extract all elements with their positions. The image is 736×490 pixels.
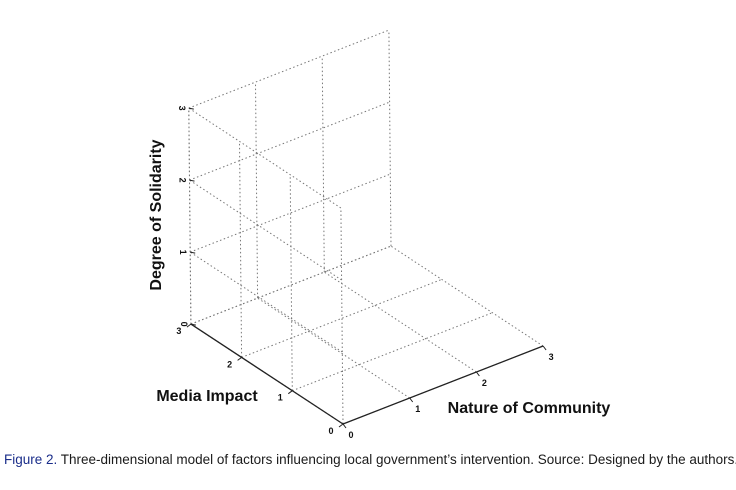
grid-line [189,251,343,353]
grid-line [390,245,544,347]
left-depth-tick-label: 0 [328,426,333,436]
right-depth-tick-label: 3 [549,352,554,362]
right-depth-axis-title: Nature of Community [448,400,611,417]
right-depth-tick-mark [409,397,414,403]
vertical-tick-label: 3 [177,106,187,111]
vertical-tick-mark [190,251,196,254]
vertical-tick-label: 0 [179,322,189,327]
grid-line [189,101,390,181]
grid-line [255,82,259,299]
right-depth-tick-mark [475,371,480,377]
grid-line [292,312,493,392]
right-depth-tick-mark [542,345,547,351]
vertical-tick-label: 1 [178,250,188,255]
vertical-tick-mark [190,323,196,326]
figure-caption: Figure 2. Three-dimensional model of fac… [4,452,736,482]
caption-text: Three-dimensional model of factors influ… [57,452,736,467]
left-depth-axis-title: Media Impact [156,388,258,405]
left-depth-tick-mark [186,323,192,328]
right-depth-tick-label: 2 [482,378,487,388]
grid-line [340,207,344,425]
grid-line [388,30,392,247]
right-depth-tick-mark [342,423,347,429]
left-depth-tick-label: 1 [278,393,283,403]
vertical-tick-label: 2 [178,178,188,183]
grid-lines [188,29,544,425]
vertical-tick-mark [188,107,194,110]
grid-line [188,108,192,325]
right-depth-tick-label: 1 [415,404,420,414]
right-depth-tick-label: 0 [348,430,353,440]
grid-line [188,29,390,109]
vertical-tick-mark [189,179,195,182]
figure-number: Figure 2. [4,452,58,467]
grid-line [188,107,342,209]
grid-line [239,141,243,358]
left-depth-tick-mark [237,356,242,361]
right-depth-axis-line [342,345,544,425]
left-depth-tick-label: 3 [176,326,181,336]
left-depth-tick-mark [338,423,344,428]
axis-lines [186,107,547,429]
vertical-axis-title: Degree of Solidarity [148,139,165,290]
grid-line [324,271,477,373]
left-depth-axis-line [190,323,344,425]
grid-line [189,179,342,281]
grid-line [289,174,293,391]
grid-line [321,56,325,273]
left-depth-tick-mark [287,390,293,395]
left-depth-tick-label: 2 [227,359,232,369]
